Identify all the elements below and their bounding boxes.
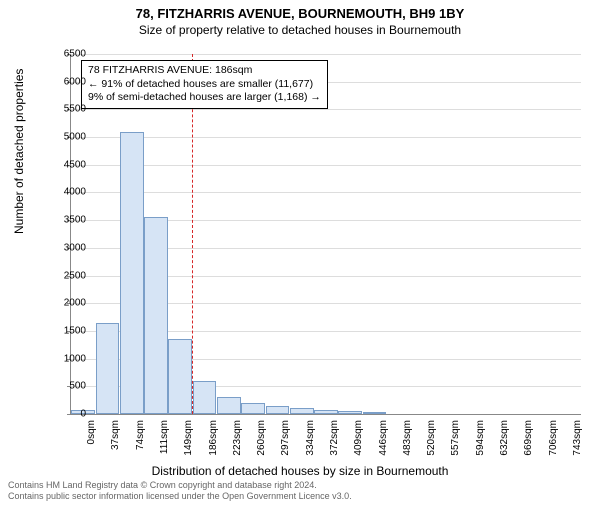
- xtick-label: 223sqm: [232, 420, 243, 456]
- histogram-bar: [217, 397, 241, 414]
- histogram-bar: [241, 403, 265, 414]
- xtick-label: 594sqm: [475, 420, 486, 456]
- gridline: [71, 165, 581, 166]
- ytick-label: 3000: [46, 242, 86, 253]
- ytick-label: 0: [46, 409, 86, 420]
- annotation-box: 78 FITZHARRIS AVENUE: 186sqm ← 91% of de…: [81, 60, 328, 109]
- xtick-label: 297sqm: [280, 420, 291, 456]
- annotation-line-3: 9% of semi-detached houses are larger (1…: [88, 91, 321, 105]
- ytick-label: 500: [46, 381, 86, 392]
- gridline: [71, 192, 581, 193]
- ytick-label: 1500: [46, 325, 86, 336]
- histogram-bar: [120, 132, 144, 414]
- xtick-label: 743sqm: [572, 420, 583, 456]
- xtick-label: 111sqm: [159, 420, 170, 454]
- annotation-line-2: ← 91% of detached houses are smaller (11…: [88, 78, 321, 92]
- histogram-bar: [96, 323, 120, 414]
- xtick-label: 37sqm: [110, 420, 121, 450]
- xtick-label: 409sqm: [353, 420, 364, 456]
- ytick-label: 2000: [46, 298, 86, 309]
- y-axis-label: Number of detached properties: [12, 69, 26, 234]
- xtick-label: 557sqm: [450, 420, 461, 456]
- xtick-label: 260sqm: [256, 420, 267, 456]
- footer-line-2: Contains public sector information licen…: [8, 491, 352, 502]
- xtick-label: 149sqm: [183, 420, 194, 456]
- ytick-label: 5500: [46, 104, 86, 115]
- xtick-label: 483sqm: [402, 420, 413, 456]
- histogram-bar: [193, 381, 217, 414]
- histogram-bar: [144, 217, 168, 414]
- ytick-label: 6000: [46, 76, 86, 87]
- chart-subtitle: Size of property relative to detached ho…: [0, 23, 600, 37]
- chart-plot-area: 78 FITZHARRIS AVENUE: 186sqm ← 91% of de…: [70, 54, 581, 415]
- histogram-bar: [266, 406, 290, 414]
- x-axis-label: Distribution of detached houses by size …: [0, 464, 600, 478]
- xtick-label: 372sqm: [329, 420, 340, 456]
- xtick-label: 186sqm: [208, 420, 219, 456]
- histogram-bar: [363, 412, 387, 414]
- xtick-label: 334sqm: [305, 420, 316, 456]
- footer-line-1: Contains HM Land Registry data © Crown c…: [8, 480, 352, 491]
- xtick-label: 446sqm: [378, 420, 389, 456]
- annotation-line-1: 78 FITZHARRIS AVENUE: 186sqm: [88, 64, 321, 78]
- gridline: [71, 137, 581, 138]
- xtick-label: 669sqm: [523, 420, 534, 456]
- histogram-bar: [338, 411, 362, 414]
- histogram-bar: [314, 410, 338, 414]
- ytick-label: 4500: [46, 159, 86, 170]
- ytick-label: 1000: [46, 353, 86, 364]
- ytick-label: 2500: [46, 270, 86, 281]
- footer-attribution: Contains HM Land Registry data © Crown c…: [8, 480, 352, 502]
- ytick-label: 6500: [46, 49, 86, 60]
- xtick-label: 632sqm: [499, 420, 510, 456]
- xtick-label: 706sqm: [548, 420, 559, 456]
- gridline: [71, 54, 581, 55]
- chart-title: 78, FITZHARRIS AVENUE, BOURNEMOUTH, BH9 …: [0, 6, 600, 21]
- histogram-bar: [168, 339, 192, 414]
- ytick-label: 4000: [46, 187, 86, 198]
- xtick-label: 520sqm: [426, 420, 437, 456]
- gridline: [71, 109, 581, 110]
- ytick-label: 3500: [46, 215, 86, 226]
- histogram-bar: [290, 408, 314, 414]
- xtick-label: 74sqm: [135, 420, 146, 450]
- xtick-label: 0sqm: [86, 420, 97, 444]
- ytick-label: 5000: [46, 132, 86, 143]
